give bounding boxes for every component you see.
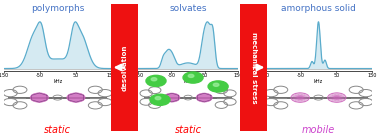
Circle shape — [155, 97, 161, 100]
Text: solvates: solvates — [169, 4, 207, 13]
Circle shape — [164, 93, 180, 102]
X-axis label: kHz: kHz — [314, 79, 323, 84]
Ellipse shape — [295, 93, 305, 102]
Ellipse shape — [298, 93, 302, 102]
Ellipse shape — [329, 95, 345, 100]
Ellipse shape — [332, 93, 342, 102]
X-axis label: kHz: kHz — [53, 79, 62, 84]
Circle shape — [196, 93, 212, 102]
Circle shape — [292, 93, 308, 102]
X-axis label: kHz: kHz — [183, 79, 193, 84]
Circle shape — [30, 93, 48, 102]
Ellipse shape — [292, 95, 308, 100]
Text: desolvation: desolvation — [121, 44, 127, 91]
Ellipse shape — [328, 96, 346, 99]
Text: polymorphs: polymorphs — [31, 4, 84, 13]
Circle shape — [208, 81, 228, 92]
Circle shape — [213, 83, 219, 86]
Circle shape — [146, 75, 166, 86]
Text: amorphous solid: amorphous solid — [281, 4, 356, 13]
Text: static: static — [44, 125, 71, 135]
Circle shape — [151, 78, 157, 81]
Ellipse shape — [329, 95, 345, 100]
Circle shape — [183, 72, 203, 83]
Text: static: static — [175, 125, 201, 135]
Ellipse shape — [335, 93, 339, 102]
Ellipse shape — [332, 93, 342, 102]
Circle shape — [188, 74, 194, 77]
Text: mobile: mobile — [302, 125, 335, 135]
Ellipse shape — [295, 93, 305, 102]
FancyBboxPatch shape — [111, 4, 138, 131]
Ellipse shape — [291, 96, 309, 99]
Circle shape — [329, 93, 345, 102]
FancyBboxPatch shape — [240, 4, 267, 131]
Circle shape — [67, 93, 85, 102]
Ellipse shape — [292, 95, 308, 100]
Text: mechanical stress: mechanical stress — [251, 32, 257, 103]
Circle shape — [150, 94, 170, 105]
